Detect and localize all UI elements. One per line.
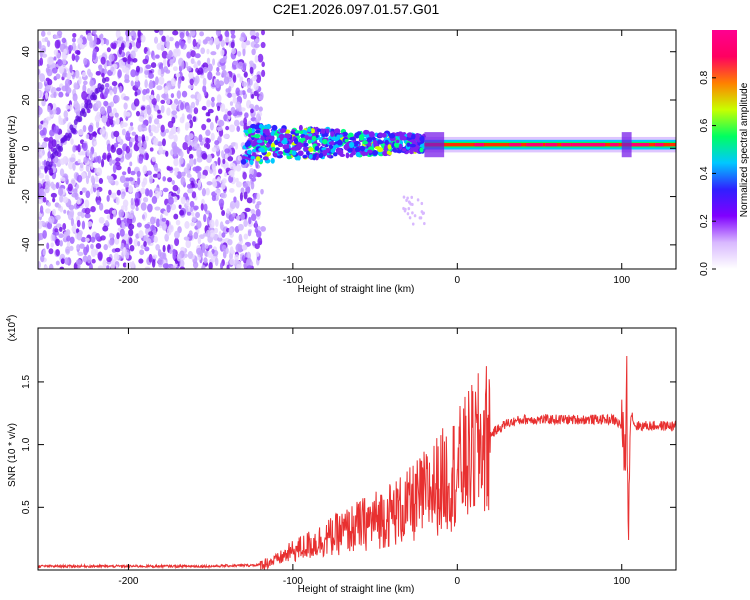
snr-multiplier-base: (x10 <box>7 321 18 341</box>
x-tick-label: 100 <box>613 576 630 587</box>
colorbar: 0.0 0.2 0.4 0.6 0.8 Normalized spectral ampl… <box>699 30 750 276</box>
y-tick-label: -20 <box>21 189 32 204</box>
snr-y-axis: 0.5 1.0 1.5 <box>21 375 676 514</box>
spectrogram-x-label: Height of straight line (km) <box>298 284 415 295</box>
y-tick-label: 0.5 <box>21 500 32 514</box>
snr-x-label: Height of straight line (km) <box>298 584 415 595</box>
colorbar-axis: 0.0 0.2 0.4 0.6 0.8 <box>699 70 716 276</box>
y-tick-label: 1.0 <box>21 437 32 451</box>
colorbar-tick-label: 0.6 <box>699 118 710 132</box>
spectrogram-frame <box>37 29 677 270</box>
x-tick-label: 0 <box>455 576 461 587</box>
y-tick-label: 0 <box>21 145 32 151</box>
colorbar-tick-label: 0.2 <box>699 214 710 228</box>
y-tick-label: -40 <box>21 237 32 252</box>
figure-title: C2E1.2026.097.01.57.G01 <box>273 1 440 17</box>
snr-y-label: SNR (10 * v/v) <box>7 423 18 487</box>
x-tick-label: -200 <box>118 275 138 286</box>
x-tick-label: 100 <box>613 275 630 286</box>
colorbar-gradient <box>712 30 737 269</box>
x-tick-label: 0 <box>455 275 461 286</box>
colorbar-tick-label: 0.8 <box>699 70 710 84</box>
colorbar-tick-label: 0.0 <box>699 262 710 276</box>
colorbar-tick-label: 0.4 <box>699 166 710 180</box>
x-tick-label: -100 <box>283 576 303 587</box>
x-tick-label: -200 <box>118 576 138 587</box>
spectrogram-heatmap <box>38 30 676 269</box>
spectrogram-y-label: Frequency (Hz) <box>7 116 18 185</box>
x-tick-label: -100 <box>283 275 303 286</box>
snr-multiplier-exp: 4 <box>6 318 13 322</box>
spectrogram-y-axis: -40 -20 0 20 40 <box>21 46 676 252</box>
snr-series-line <box>38 355 676 570</box>
y-tick-label: 1.5 <box>21 375 32 389</box>
snr-multiplier: (x104) <box>6 315 18 342</box>
colorbar-label: Normalized spectral amplitude <box>739 82 750 217</box>
y-tick-label: 20 <box>21 94 32 106</box>
spectrogram-x-axis: -200 -100 0 100 <box>118 30 631 286</box>
snr-frame <box>37 327 677 571</box>
snr-panel: -200 -100 0 100 0.5 1.0 1.5 Height of straigh… <box>6 315 677 595</box>
snr-x-axis: -200 -100 0 100 <box>118 328 631 587</box>
y-tick-label: 40 <box>21 46 32 58</box>
